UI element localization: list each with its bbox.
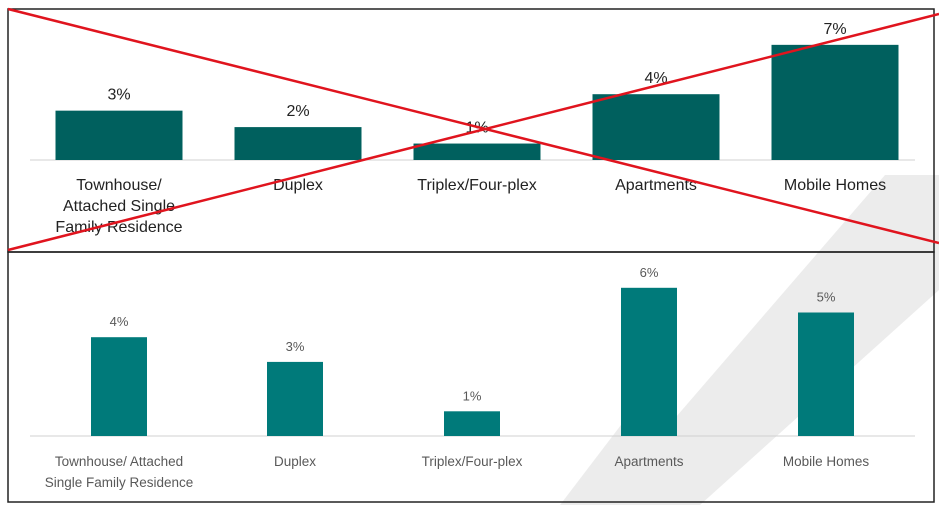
- category-label: Duplex: [273, 177, 323, 194]
- cross-line-down: [7, 7, 939, 245]
- data-label: 3%: [107, 87, 130, 104]
- data-label: 5%: [817, 290, 836, 305]
- data-label: 3%: [286, 339, 305, 354]
- category-label: Apartments: [615, 177, 697, 194]
- bar: [592, 94, 720, 160]
- cross-out-mark: [7, 7, 939, 252]
- data-label: 6%: [640, 265, 659, 280]
- data-label: 2%: [286, 103, 309, 120]
- bar: [771, 44, 899, 160]
- bar: [621, 287, 677, 436]
- category-label: Triplex/Four-plex: [422, 454, 523, 469]
- top-chart-panel: 3% Townhouse/Attached Single Family Reside…: [30, 21, 915, 236]
- category-label: Triplex/Four-plex: [417, 177, 536, 194]
- category-label: Townhouse/ Attached Single Family Residen…: [45, 454, 194, 490]
- category-label: Mobile Homes: [784, 177, 886, 194]
- bar: [91, 337, 147, 436]
- bar: [798, 312, 854, 436]
- data-label: 7%: [823, 21, 846, 38]
- category-label: Apartments: [614, 454, 683, 469]
- bar: [267, 361, 323, 436]
- category-label: Duplex: [274, 454, 316, 469]
- category-label: Mobile Homes: [783, 454, 870, 469]
- bar: [444, 411, 500, 436]
- cross-line-up: [7, 12, 939, 252]
- bottom-panel-frame: [7, 251, 935, 503]
- bar: [413, 143, 541, 160]
- data-label: 4%: [110, 314, 129, 329]
- bar: [55, 110, 183, 160]
- data-label: 1%: [463, 388, 482, 403]
- bar: [234, 127, 362, 160]
- data-label: 4%: [644, 70, 667, 87]
- bottom-chart-panel: 4% Townhouse/ Attached Single Family Resid…: [30, 265, 915, 490]
- category-label: Townhouse/Attached Single Family Residenc…: [55, 177, 182, 236]
